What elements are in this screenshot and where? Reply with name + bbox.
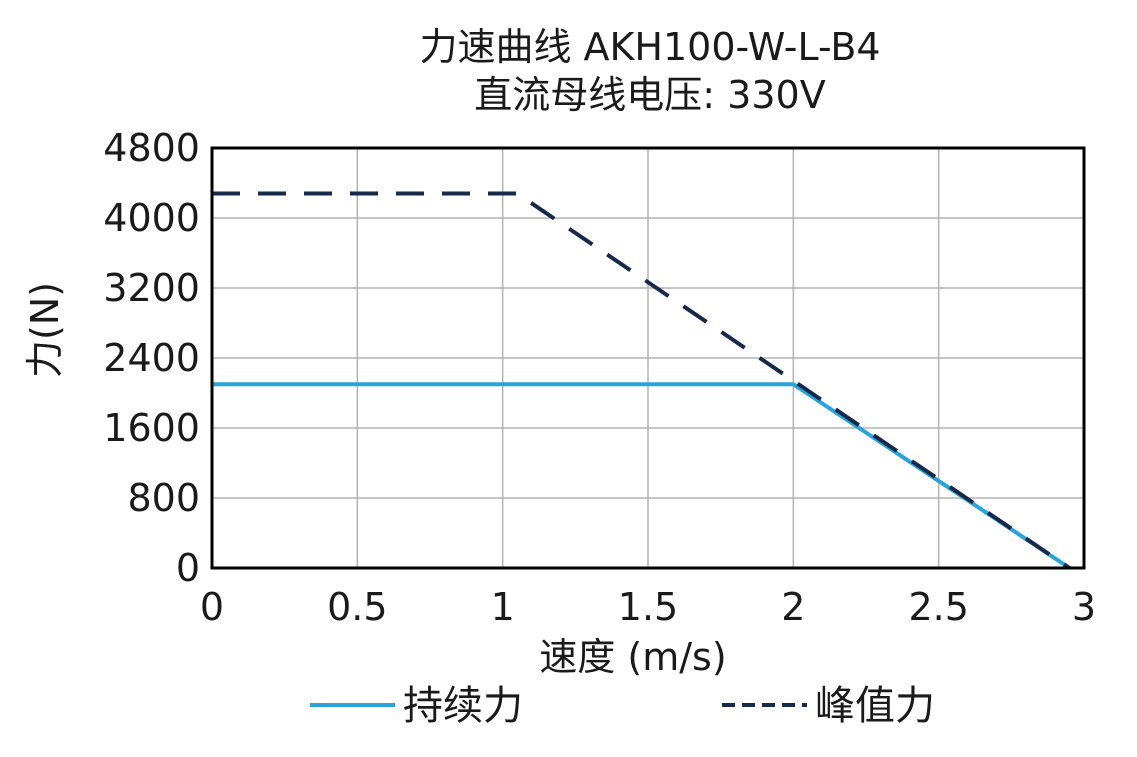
series-line-1 [212,191,1071,570]
x-tick-label-2: 1 [491,585,515,629]
x-tick-label-5: 2.5 [908,585,968,629]
x-tick-label-1: 0.5 [327,585,387,629]
y-tick-label-3: 2400 [103,336,200,380]
y-tick-label-1: 800 [127,476,200,520]
legend: 持续力 峰值力 [310,683,935,729]
x-axis-label: 速度 (m/s) [539,635,726,679]
plot-frame [210,146,1086,570]
y-tick-label-2: 1600 [103,406,200,450]
x-tick-label-3: 1.5 [618,585,678,629]
legend-label-1: 峰值力 [815,683,935,729]
grid-lines [212,148,1084,568]
legend-label-0: 持续力 [403,683,523,729]
series-lines [212,191,1071,570]
chart-title: 力速曲线 AKH100-W-L-B4 [419,25,880,69]
y-tick-label-6: 4800 [103,126,200,170]
y-tick-label-5: 4000 [103,196,200,240]
x-tick-label-6: 3 [1072,585,1096,629]
chart-subtitle: 直流母线电压: 330V [474,73,825,117]
series-line-0 [212,382,1071,570]
y-tick-label-4: 3200 [103,266,200,310]
x-tick-labels: 0 0.5 1 1.5 2 2.5 3 [200,585,1096,629]
y-tick-labels: 0 800 1600 2400 3200 4000 4800 [103,126,200,590]
y-tick-label-0: 0 [176,546,200,590]
y-axis-label: 力(N) [23,282,67,378]
x-tick-label-4: 2 [781,585,805,629]
x-tick-label-0: 0 [200,585,224,629]
